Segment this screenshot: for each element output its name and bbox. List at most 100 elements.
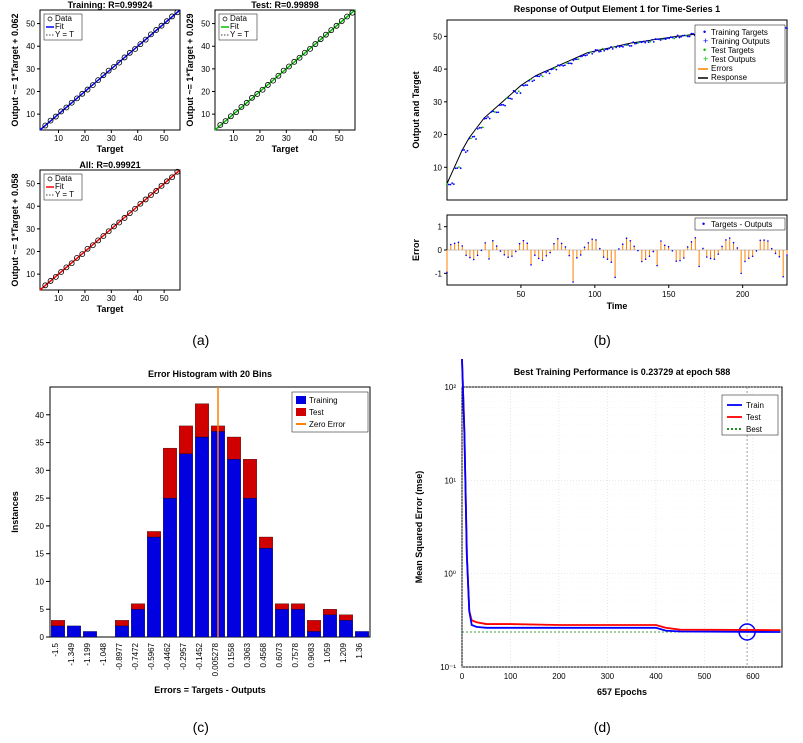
panel-d: Best Training Performance is 0.23729 at …	[402, 357, 803, 743]
svg-text:Errors = Targets - Outputs: Errors = Targets - Outputs	[154, 685, 266, 695]
svg-text:600: 600	[746, 672, 760, 681]
svg-text:Best Training Performance is 0: Best Training Performance is 0.23729 at …	[513, 367, 730, 377]
svg-text:0.3063: 0.3063	[243, 642, 252, 667]
svg-text:Y = T: Y = T	[55, 30, 74, 39]
svg-text:10: 10	[54, 134, 63, 143]
svg-text:10: 10	[54, 294, 63, 303]
svg-text:10⁻¹: 10⁻¹	[440, 663, 456, 672]
svg-text:50: 50	[516, 290, 525, 299]
svg-text:50: 50	[160, 134, 169, 143]
svg-text:1.209: 1.209	[339, 642, 348, 663]
svg-text:30: 30	[433, 98, 442, 107]
panel-c: Error Histogram with 20 Bins051015202530…	[0, 357, 402, 743]
svg-text:-0.5967: -0.5967	[147, 642, 156, 670]
svg-text:10¹: 10¹	[444, 476, 456, 485]
svg-text:Zero Error: Zero Error	[309, 420, 346, 429]
svg-text:50: 50	[26, 20, 35, 29]
svg-text:1.36: 1.36	[355, 642, 364, 658]
svg-text:0.1558: 0.1558	[227, 642, 236, 667]
svg-text:Best: Best	[746, 425, 763, 434]
svg-text:Training Outputs: Training Outputs	[711, 37, 770, 46]
svg-text:Test: Test	[309, 408, 324, 417]
svg-text:30: 30	[107, 134, 116, 143]
svg-text:0.6073: 0.6073	[275, 642, 284, 667]
svg-text:20: 20	[35, 521, 44, 530]
svg-text:30: 30	[26, 65, 35, 74]
svg-text:-0.1452: -0.1452	[195, 642, 204, 670]
svg-text:Output ~= 1*Target + 0.062: Output ~= 1*Target + 0.062	[10, 13, 20, 126]
svg-text:30: 30	[26, 225, 35, 234]
svg-text:30: 30	[282, 134, 291, 143]
svg-text:30: 30	[35, 466, 44, 475]
svg-text:10: 10	[229, 134, 238, 143]
svg-text:200: 200	[552, 672, 566, 681]
svg-text:Training: Training	[309, 396, 338, 405]
svg-text:-0.2957: -0.2957	[179, 642, 188, 670]
svg-text:Output ~= 1*Target + 0.029: Output ~= 1*Target + 0.029	[185, 13, 195, 126]
svg-text:Targets - Outputs: Targets - Outputs	[711, 220, 772, 229]
svg-text:-1.349: -1.349	[67, 642, 76, 665]
svg-text:10: 10	[35, 577, 44, 586]
svg-text:40: 40	[26, 42, 35, 51]
svg-text:40: 40	[433, 65, 442, 74]
svg-text:35: 35	[35, 438, 44, 447]
svg-text:Test: Test	[746, 413, 761, 422]
svg-text:Errors: Errors	[711, 64, 733, 73]
svg-text:40: 40	[133, 134, 142, 143]
svg-text:1: 1	[437, 223, 442, 232]
svg-text:150: 150	[662, 290, 676, 299]
svg-text:0: 0	[40, 633, 45, 642]
svg-text:-0.4462: -0.4462	[163, 642, 172, 670]
svg-text:50: 50	[26, 180, 35, 189]
svg-text:-0.8977: -0.8977	[115, 642, 124, 670]
panel-b: Response of Output Element 1 for Time-Se…	[402, 0, 803, 357]
svg-text:40: 40	[308, 134, 317, 143]
svg-text:100: 100	[588, 290, 602, 299]
svg-text:0: 0	[459, 672, 464, 681]
svg-text:•: •	[702, 219, 705, 229]
svg-text:40: 40	[35, 410, 44, 419]
svg-text:All: R=0.99921: All: R=0.99921	[79, 160, 140, 170]
svg-text:Train: Train	[746, 401, 764, 410]
svg-text:500: 500	[697, 672, 711, 681]
caption-a: (a)	[0, 332, 402, 348]
svg-text:Error: Error	[411, 239, 421, 262]
panel-a: Training: R=0.99924 Target Output ~= 1*Tar…	[0, 0, 402, 357]
svg-text:50: 50	[160, 294, 169, 303]
svg-text:0.9083: 0.9083	[307, 642, 316, 667]
svg-text:50: 50	[201, 20, 210, 29]
svg-text:50: 50	[335, 134, 344, 143]
svg-text:Y = T: Y = T	[55, 190, 74, 199]
svg-text:20: 20	[26, 248, 35, 257]
svg-text:Instances: Instances	[10, 491, 20, 533]
svg-text:Test Targets: Test Targets	[711, 46, 754, 55]
svg-text:Training Targets: Training Targets	[711, 28, 768, 37]
svg-text:Error Histogram with 20 Bins: Error Histogram with 20 Bins	[148, 369, 272, 379]
svg-text:25: 25	[35, 494, 44, 503]
svg-text:Test: R=0.99898: Test: R=0.99898	[251, 0, 319, 10]
svg-text:+: +	[703, 54, 708, 64]
svg-text:300: 300	[600, 672, 614, 681]
svg-text:20: 20	[201, 88, 210, 97]
svg-text:10: 10	[26, 270, 35, 279]
svg-text:Response: Response	[711, 73, 748, 82]
svg-text:40: 40	[133, 294, 142, 303]
svg-text:10⁰: 10⁰	[443, 569, 455, 578]
svg-text:-1: -1	[434, 269, 442, 278]
svg-text:10²: 10²	[444, 383, 456, 392]
svg-text:20: 20	[80, 294, 89, 303]
svg-text:10: 10	[201, 110, 210, 119]
svg-text:400: 400	[649, 672, 663, 681]
svg-text:40: 40	[26, 202, 35, 211]
svg-text:Training: R=0.99924: Training: R=0.99924	[68, 0, 153, 10]
svg-text:Output and Target: Output and Target	[411, 71, 421, 148]
svg-text:Mean Squared Error (mse): Mean Squared Error (mse)	[414, 470, 424, 583]
caption-b: (b)	[402, 332, 803, 348]
svg-text:20: 20	[433, 131, 442, 140]
svg-text:Target: Target	[97, 144, 124, 154]
svg-text:30: 30	[107, 294, 116, 303]
svg-text:20: 20	[80, 134, 89, 143]
svg-text:-1.5: -1.5	[51, 642, 60, 656]
svg-text:40: 40	[201, 42, 210, 51]
svg-text:657 Epochs: 657 Epochs	[596, 687, 646, 697]
